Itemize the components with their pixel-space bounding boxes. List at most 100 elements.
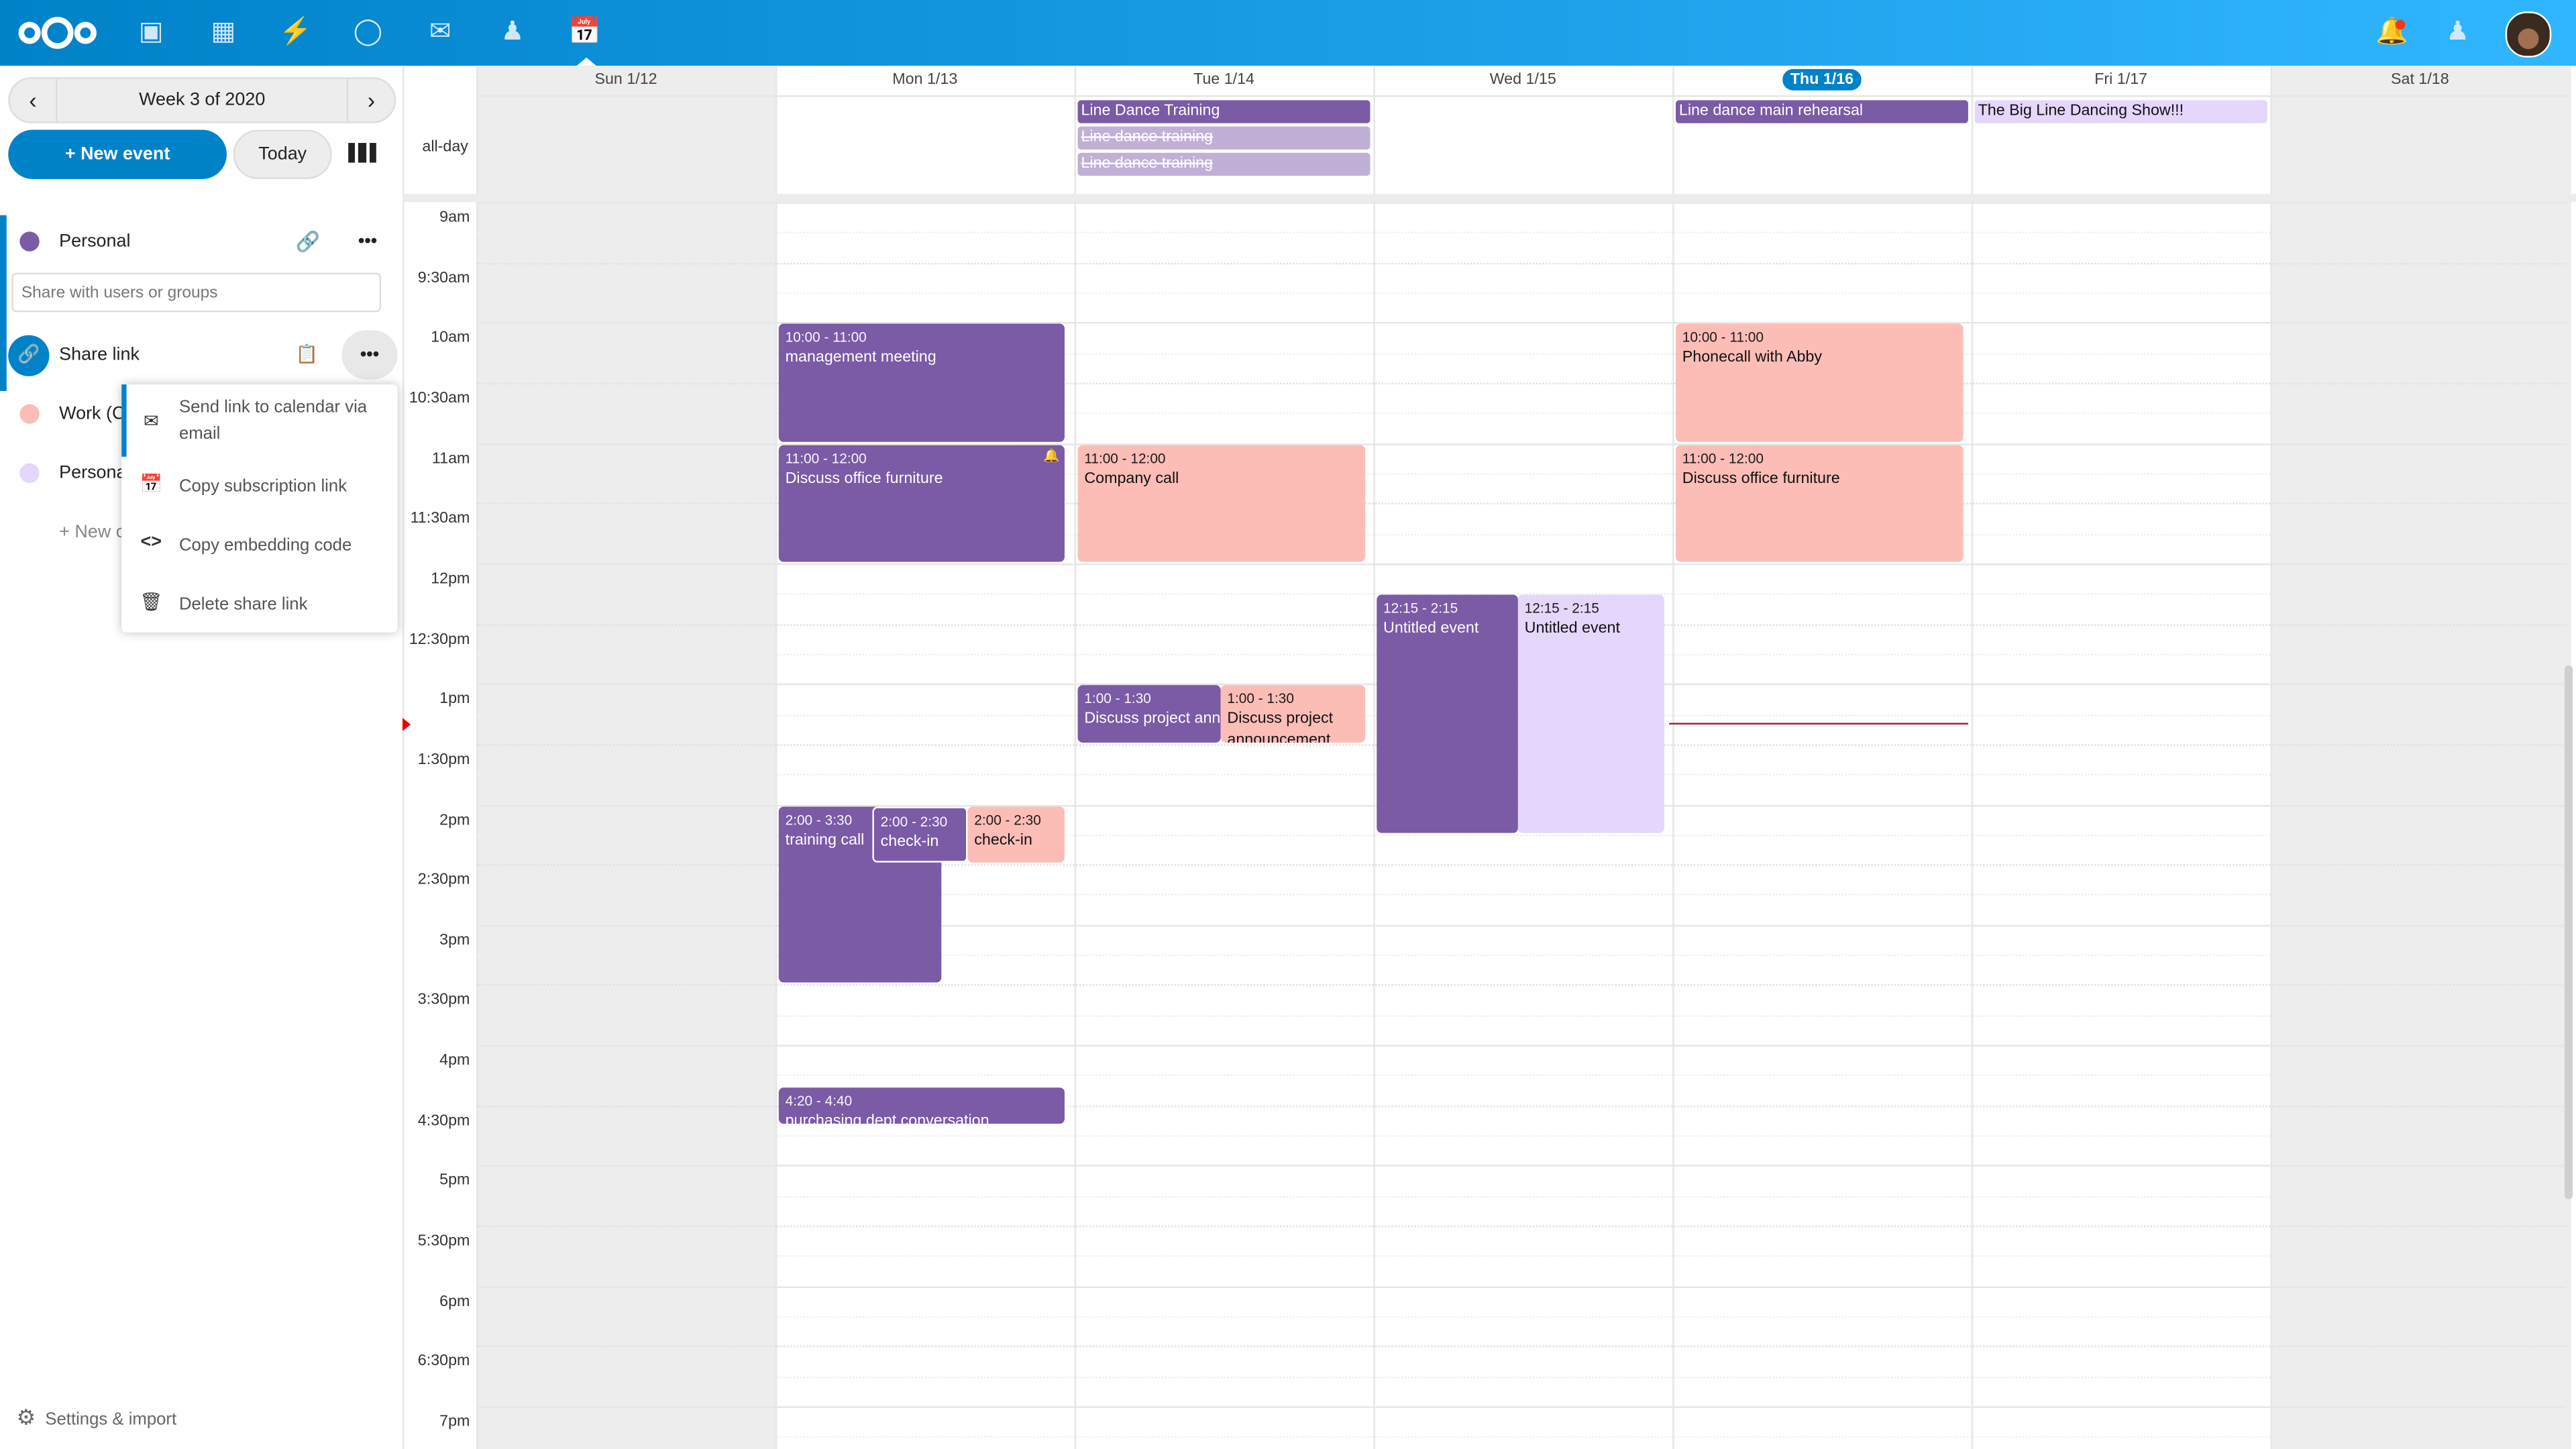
- day-column[interactable]: [1971, 65, 2272, 1449]
- calendar-event[interactable]: 11:00 - 12:00 Discuss office furniture 🔔: [778, 444, 1065, 562]
- calendar-event[interactable]: 1:00 - 1:30 Discuss project announcement: [1220, 685, 1366, 743]
- user-avatar[interactable]: [2505, 11, 2552, 58]
- time-label: 2:30pm: [417, 871, 470, 890]
- share-with-users-input[interactable]: Share with users or groups: [11, 272, 382, 313]
- event-time: 1:00 - 1:30: [1084, 690, 1151, 707]
- calendar-item-personal-2[interactable]: Persona: [0, 453, 131, 493]
- menu-item-send-email[interactable]: ✉ Send link to calendar via email: [121, 394, 397, 450]
- contacts-menu-icon[interactable]: ♟: [2446, 17, 2470, 46]
- day-header-label: Thu 1/16: [1782, 68, 1862, 91]
- files-icon[interactable]: ▣: [138, 17, 164, 46]
- allday-label: all-day: [422, 138, 468, 156]
- day-header[interactable]: Fri 1/17: [1972, 66, 2271, 95]
- time-label: 1pm: [439, 690, 470, 708]
- grid-line: [476, 503, 2567, 505]
- day-header-label: Sat 1/18: [2391, 70, 2449, 89]
- menu-item-copy-embed[interactable]: <> Copy embedding code: [140, 532, 352, 555]
- day-column[interactable]: [2270, 65, 2571, 1449]
- menu-item-copy-subscription[interactable]: 📅 Copy subscription link: [121, 473, 397, 513]
- calendar-item-personal[interactable]: Personal 🔗 •••: [0, 222, 402, 262]
- calendar-event[interactable]: 11:00 - 12:00 Discuss office furniture: [1675, 444, 1964, 562]
- event-time: 10:00 - 11:00: [785, 329, 867, 346]
- time-label: 12pm: [431, 570, 470, 588]
- code-icon: <>: [140, 532, 162, 552]
- event-time: 11:00 - 12:00: [1084, 449, 1166, 466]
- day-header[interactable]: Wed 1/15: [1373, 66, 1672, 95]
- calendar-event[interactable]: 4:20 - 4:40 purchasing dept conversation: [778, 1087, 1065, 1124]
- calendar-event[interactable]: 10:00 - 11:00 management meeting: [778, 324, 1065, 441]
- share-link-more-button[interactable]: •••: [341, 330, 398, 380]
- day-column[interactable]: [1672, 65, 1974, 1449]
- calendar-event[interactable]: 1:00 - 1:30 Discuss project announcement: [1077, 685, 1221, 743]
- grid-line: [476, 864, 2567, 866]
- settings-button[interactable]: ⚙ Settings & import: [16, 1404, 177, 1430]
- time-label: 3:30pm: [417, 991, 470, 1010]
- week-label[interactable]: Week 3 of 2020: [139, 90, 266, 111]
- grid-line: [476, 352, 2567, 355]
- time-label: 10:30am: [409, 389, 470, 408]
- grid-line: [476, 1075, 2567, 1077]
- day-column[interactable]: [1074, 65, 1375, 1449]
- previous-week-button[interactable]: ‹: [10, 78, 58, 122]
- day-column[interactable]: [476, 65, 777, 1449]
- nextcloud-logo-icon[interactable]: [16, 15, 98, 51]
- calendar-event[interactable]: 12:15 - 2:15 Untitled event: [1517, 595, 1664, 833]
- allday-event[interactable]: Line dance main rehearsal: [1675, 100, 1968, 123]
- grid-line: [476, 563, 2567, 566]
- grid-line: [476, 232, 2567, 234]
- grid-line: [476, 1014, 2567, 1017]
- grid-line: [476, 262, 2567, 264]
- grid-line: [476, 202, 2567, 204]
- menu-item-delete-link[interactable]: 🗑 Delete share link: [121, 592, 397, 631]
- calendar-icon[interactable]: 📅: [568, 17, 602, 46]
- day-column[interactable]: [775, 65, 1077, 1449]
- event-title: check-in: [974, 830, 1032, 849]
- grid-line: [476, 382, 2567, 384]
- time-label: 12:30pm: [409, 630, 470, 649]
- calendar-item-work[interactable]: Work (C: [0, 394, 131, 434]
- calendar-color-dot: [19, 463, 40, 484]
- allday-event[interactable]: Line Dance Training: [1077, 100, 1371, 123]
- allday-event[interactable]: Line dance training: [1077, 152, 1371, 176]
- calendar-event[interactable]: 10:00 - 11:00 Phonecall with Abby: [1675, 324, 1964, 441]
- notifications-icon[interactable]: 🔔: [2375, 17, 2409, 46]
- new-event-button[interactable]: + New event: [8, 129, 227, 179]
- more-options-icon[interactable]: •••: [358, 231, 378, 252]
- event-time: 12:15 - 2:15: [1524, 600, 1599, 616]
- calendar-name: Work (C: [59, 404, 125, 424]
- day-header[interactable]: Sat 1/18: [2271, 66, 2570, 95]
- day-header[interactable]: Sun 1/12: [476, 66, 775, 95]
- grid-line: [476, 1105, 2567, 1108]
- photos-icon[interactable]: ▦: [211, 17, 236, 46]
- grid-line: [476, 533, 2567, 535]
- share-link-icon[interactable]: 🔗: [295, 229, 321, 254]
- calendar-event[interactable]: 2:00 - 2:30 check-in: [967, 806, 1065, 863]
- calendar-icon: 📅: [140, 474, 163, 495]
- calendar-event[interactable]: 12:15 - 2:15 Untitled event: [1377, 595, 1518, 833]
- calendar-event[interactable]: 11:00 - 12:00 Company call: [1077, 444, 1366, 562]
- mail-icon[interactable]: ✉: [429, 17, 451, 46]
- new-calendar-button[interactable]: + New c: [59, 522, 125, 543]
- copy-to-clipboard-icon[interactable]: 📋: [295, 345, 319, 365]
- view-switcher-week-icon[interactable]: [348, 143, 376, 163]
- grid-line: [476, 1376, 2567, 1378]
- share-link-row: 🔗 Share link 📋 •••: [0, 330, 402, 380]
- day-header[interactable]: Thu 1/16: [1672, 66, 1972, 95]
- calendar-event[interactable]: 2:00 - 2:30 check-in: [872, 806, 968, 863]
- next-week-button[interactable]: ›: [346, 78, 394, 122]
- time-label: 11:30am: [410, 509, 470, 528]
- day-header[interactable]: Tue 1/14: [1075, 66, 1374, 95]
- grid-line: [476, 1316, 2567, 1318]
- allday-event[interactable]: Line dance training: [1077, 126, 1371, 150]
- activity-icon[interactable]: ⚡: [279, 17, 313, 46]
- contacts-icon[interactable]: ♟: [500, 17, 525, 46]
- today-button[interactable]: Today: [233, 129, 332, 179]
- time-label: 9am: [439, 209, 470, 227]
- talk-icon[interactable]: ◯: [353, 17, 383, 46]
- event-title: Company call: [1084, 469, 1179, 488]
- day-header[interactable]: Mon 1/13: [775, 66, 1075, 95]
- grid-line: [476, 1135, 2567, 1137]
- allday-event[interactable]: The Big Line Dancing Show!!!: [1974, 100, 2267, 123]
- scrollbar[interactable]: [2564, 665, 2573, 1199]
- calendar-name: Personal: [59, 231, 131, 252]
